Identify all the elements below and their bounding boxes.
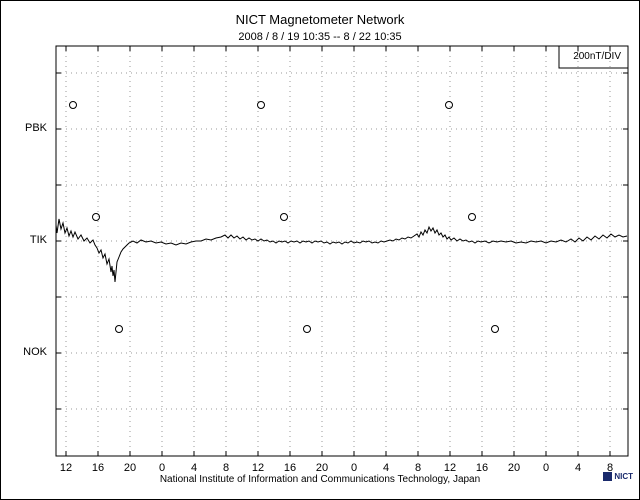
x-tick-label: 0 <box>542 462 550 474</box>
midnight-marker-tik <box>92 213 100 221</box>
x-tick-label: 12 <box>251 462 265 474</box>
x-tick-label: 8 <box>222 462 230 474</box>
x-tick-label: 20 <box>507 462 521 474</box>
midnight-marker-nok <box>491 325 499 333</box>
x-tick-label: 0 <box>350 462 358 474</box>
x-tick-label: 4 <box>574 462 582 474</box>
midnight-marker-tik <box>468 213 476 221</box>
midnight-marker-pbk <box>69 101 77 109</box>
x-tick-label: 16 <box>91 462 105 474</box>
institute-credit-text: National Institute of Information and Co… <box>159 474 481 485</box>
time-range-subtitle: 2008 / 8 / 19 10:35 -- 8 / 22 10:35 <box>238 31 402 43</box>
x-tick-label: 8 <box>606 462 614 474</box>
x-tick-label: 20 <box>315 462 329 474</box>
scale-per-division-label: 200nT/DIV <box>573 51 621 62</box>
x-tick-label: 12 <box>59 462 73 474</box>
midnight-marker-pbk <box>257 101 265 109</box>
x-tick-label: 4 <box>382 462 390 474</box>
station-label-nok: NOK <box>23 346 47 358</box>
midnight-marker-nok <box>115 325 123 333</box>
station-label-tik: TIK <box>29 234 47 246</box>
midnight-marker-nok <box>303 325 311 333</box>
nict-logo: NICT <box>603 472 633 481</box>
x-tick-label: 16 <box>475 462 489 474</box>
scale-label-box <box>558 46 628 69</box>
x-tick-label: 8 <box>414 462 422 474</box>
midnight-marker-tik <box>280 213 288 221</box>
x-tick-label: 0 <box>158 462 166 474</box>
nict-logo-icon <box>603 472 613 481</box>
x-tick-label: 16 <box>283 462 297 474</box>
nict-logo-text: NICT <box>614 472 633 481</box>
plot-frame <box>55 45 629 457</box>
midnight-marker-pbk <box>445 101 453 109</box>
trace-line-tik <box>55 218 628 283</box>
x-tick-label: 12 <box>443 462 457 474</box>
x-tick-label: 20 <box>123 462 137 474</box>
x-tick-label: 4 <box>190 462 198 474</box>
station-label-pbk: PBK <box>24 122 47 134</box>
page-title: NICT Magnetometer Network <box>235 12 405 27</box>
